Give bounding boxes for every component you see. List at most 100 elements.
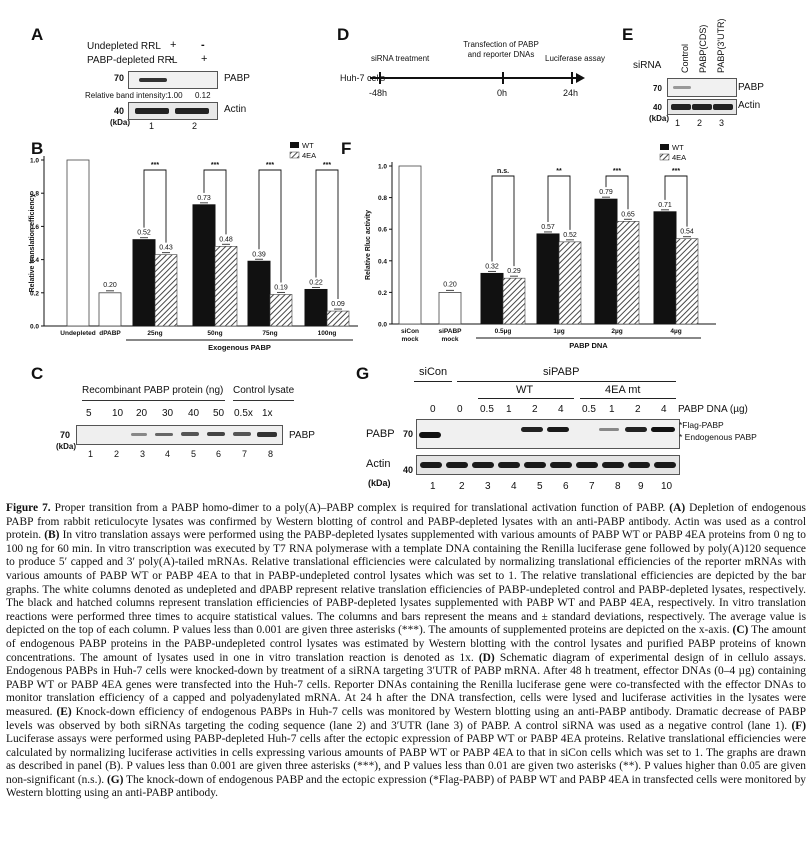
e-band-lane-1: [673, 86, 691, 89]
b-ytick-label-0: 0.0: [30, 324, 39, 331]
b-sig-1: ***: [151, 162, 159, 169]
f-ytick-label-0: 0.0: [378, 322, 387, 329]
panel-a-row2-label: PABP-depleted RRL: [87, 55, 178, 66]
f-sig-2: **: [556, 168, 562, 175]
panel-g-row-top: PABP: [366, 428, 395, 440]
g-actin-band-6: [550, 462, 572, 468]
panel-e-actin-blot: [667, 99, 737, 115]
panel-c-pabp-label: PABP: [289, 430, 315, 441]
panel-a-row2-sign-1: -: [170, 53, 174, 65]
caption-e-label: (E): [56, 705, 72, 718]
c-band-lane-7: [233, 432, 251, 436]
f-sig-4: ***: [672, 168, 680, 175]
g-actin-band-3: [472, 462, 494, 468]
panel-e-pabp-blot: [667, 78, 737, 97]
panel-e-col-3: PABP(3'UTR): [716, 18, 726, 73]
panel-g-kda: (kDa): [368, 478, 391, 488]
panel-e-sirna: siRNA: [633, 60, 662, 71]
timeline-arrow-icon: [576, 73, 585, 83]
c-band-lane-8: [257, 432, 277, 437]
f-xlabel-single-1-1: mock: [402, 336, 419, 343]
b-xlabel-group-1: 25ng: [147, 330, 162, 337]
actin-band-lane-1: [135, 108, 169, 114]
f-value-wt-1: 0.32: [485, 263, 499, 270]
g-amount-3: 0.5: [480, 404, 494, 415]
g-actin-band-7: [576, 462, 598, 468]
panel-d-time-2: 0h: [497, 88, 508, 98]
c-lane-1: 1: [88, 449, 94, 459]
panel-e-col-2: PABP(CDS): [698, 24, 708, 73]
panel-e-col-1: Control: [680, 43, 690, 73]
g-lane-4: 4: [511, 481, 517, 492]
panel-e-letter: E: [622, 25, 634, 44]
c-lane-6: 6: [216, 449, 222, 459]
b-ytick-label-1: 0.2: [30, 290, 39, 297]
panel-c-pabp-blot: [76, 425, 283, 445]
g-lane-3: 3: [485, 481, 491, 492]
caption-a-label: (A): [669, 502, 686, 514]
g-amount-5: 2: [532, 404, 538, 415]
e-actin-band-3: [713, 104, 733, 110]
b-value-4ea-2: 0.48: [219, 236, 233, 243]
f-value-4ea-3: 0.65: [621, 211, 635, 218]
g-lane-6: 6: [563, 481, 569, 492]
panel-a-row1-sign-1: +: [170, 39, 177, 51]
b-bar-single-2: [98, 292, 122, 327]
b-legend-4ea: 4EA: [302, 151, 316, 160]
caption-c-label: (C): [732, 624, 749, 637]
c-amount-4: 30: [162, 408, 174, 419]
b-ylabel: Relative translation efficiency: [29, 193, 36, 292]
b-sig-bracket-2: [203, 169, 227, 235]
b-value-4ea-1: 0.43: [159, 245, 173, 252]
b-value-wt-3: 0.39: [252, 251, 266, 258]
b-value-4ea-4: 0.09: [331, 301, 345, 308]
f-xgroup-label: PABP DNA: [569, 341, 608, 350]
b-bar-wt-1: [132, 239, 156, 327]
b-legend-wt: WT: [302, 141, 314, 150]
b-ytick-label-4: 0.8: [30, 191, 39, 198]
panel-a-row1-sign-2: -: [201, 39, 205, 51]
panel-g-sicon-line: [414, 381, 452, 382]
g-lane-9: 9: [638, 481, 644, 492]
panel-c-header-left-line: [82, 400, 225, 401]
f-ytick-label-4: 0.8: [378, 195, 387, 202]
panel-c-header-left: Recombinant PABP protein (ng): [82, 385, 224, 396]
f-xlabel-single-1-0: siCon: [401, 328, 419, 335]
c-lane-2: 2: [114, 449, 120, 459]
e-actin-band-2: [692, 104, 712, 110]
panel-g-actin-blot: [416, 455, 680, 475]
b-bar-wt-4: [304, 288, 328, 327]
b-sig-2: ***: [211, 162, 219, 169]
panel-g-sipabp-line: [457, 381, 676, 382]
g-flag-band-lane-5: [521, 427, 543, 432]
panel-a-row2-sign-2: +: [201, 53, 208, 65]
f-bar-4ea-2: [558, 241, 582, 325]
f-value-4ea-4: 0.54: [680, 229, 694, 236]
panel-g-sipabp: siPABP: [543, 366, 580, 378]
b-bar-single-1: [66, 159, 90, 327]
c-amount-3: 20: [136, 408, 148, 419]
f-bar-single-2: [438, 291, 462, 325]
panel-g-sicon: siCon: [419, 366, 448, 378]
panel-e-actin-label: Actin: [738, 100, 761, 111]
f-ytick-label-3: 0.6: [378, 227, 387, 234]
b-sig-3: ***: [266, 162, 274, 169]
panel-d-time-3: 24h: [563, 88, 579, 98]
f-xlabel-single-2-1: mock: [442, 336, 459, 343]
g-amount-8: 1: [609, 404, 615, 415]
panel-a-rbi-value-2: 0.12: [195, 91, 211, 100]
caption-d-label: (D): [478, 651, 495, 664]
panel-g-wt: WT: [516, 384, 534, 396]
c-lane-8: 8: [268, 449, 274, 459]
f-bar-single-1: [398, 165, 422, 325]
g-lane-8: 8: [615, 481, 621, 492]
g-amount-1: 0: [430, 404, 436, 415]
f-value-4ea-1: 0.29: [507, 268, 521, 275]
panel-a-actin-blot: [128, 102, 218, 120]
f-bar-wt-1: [480, 272, 504, 325]
g-amount-6: 4: [558, 404, 564, 415]
panel-e-mw-bottom: 40: [653, 103, 662, 112]
c-lane-5: 5: [191, 449, 197, 459]
g-flag-band-lane-9: [625, 427, 647, 432]
panel-g-dna-label: PABP DNA (µg): [678, 404, 748, 415]
